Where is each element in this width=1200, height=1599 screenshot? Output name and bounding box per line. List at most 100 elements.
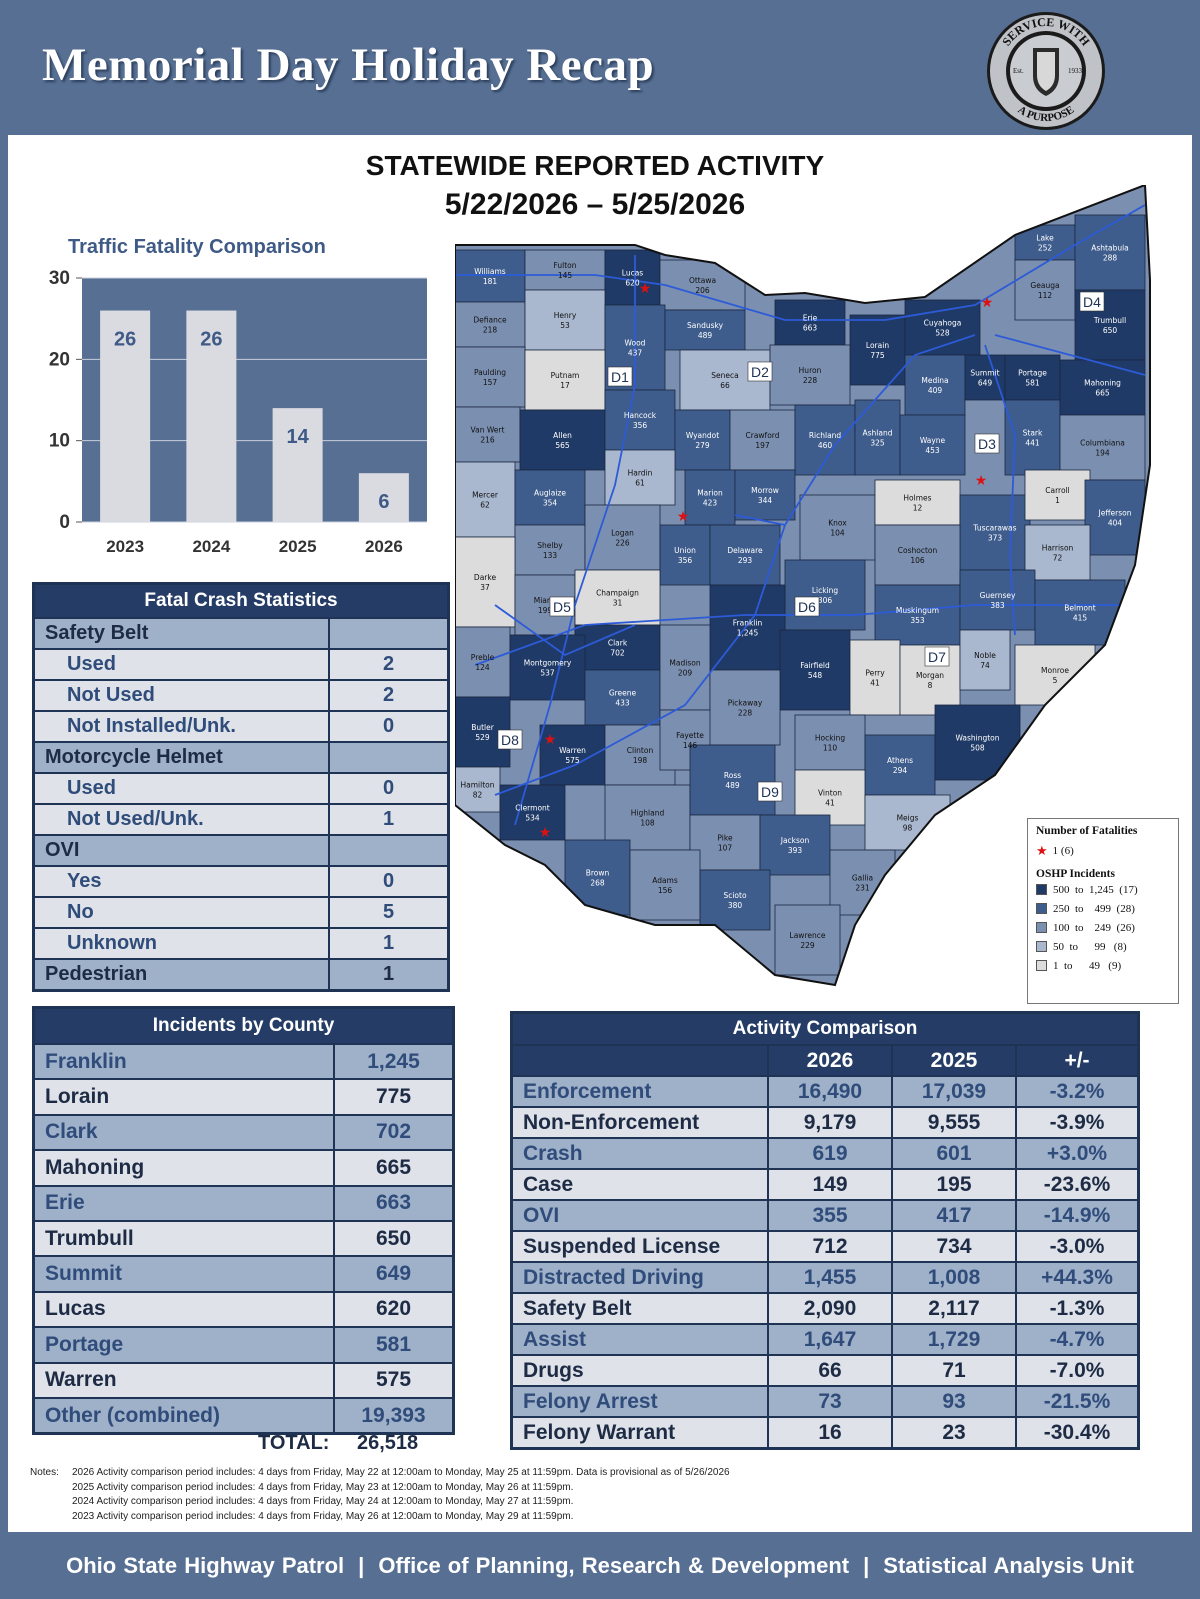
fatal-stat-label: Used [35, 650, 330, 679]
county-value-label: 620 [625, 279, 640, 288]
activity-row: Distracted Driving 1,455 1,008 +44.3% [513, 1261, 1137, 1292]
county-guernsey [959, 569, 1036, 631]
district-label: D1 [611, 369, 629, 385]
county-holmes [874, 479, 961, 526]
county-name-label: Fayette [676, 731, 704, 740]
county-name-label: Jefferson [1098, 509, 1132, 518]
county-value-label: 373 [988, 534, 1003, 543]
fatal-crash-title: Fatal Crash Statistics [35, 585, 447, 617]
county-name-label: Gallia [852, 874, 873, 883]
legend-incidents-title: OSHP Incidents [1036, 868, 1115, 880]
footer-separator: | [863, 1553, 870, 1578]
activity-row: Suspended License 712 734 -3.0% [513, 1230, 1137, 1261]
fatality-star-icon: ★ [639, 280, 652, 296]
county-name-label: Holmes [903, 494, 931, 503]
district-box [549, 596, 575, 617]
county-name-label: Miami [534, 596, 557, 605]
activity-2026: 1,455 [769, 1263, 893, 1292]
county-knox [799, 494, 876, 561]
county-hardin [604, 449, 676, 506]
county-value-label: 293 [738, 556, 753, 565]
county-fulton [524, 249, 606, 291]
activity-label: Enforcement [513, 1077, 769, 1106]
activity-change: -3.9% [1017, 1108, 1137, 1137]
county-value-label: 98 [903, 824, 913, 833]
county-name-label: Putnam [551, 371, 580, 380]
fatal-stat-value: 2 [330, 681, 447, 710]
fatal-stat-value: 0 [330, 867, 447, 896]
county-ross [689, 744, 776, 816]
county-name-label: Van Wert [471, 426, 505, 435]
activity-change: -14.9% [1017, 1201, 1137, 1230]
county-name-label: Butler [471, 723, 495, 732]
legend-range: 250 to 499 (28) [1053, 902, 1135, 915]
county-marion [684, 469, 736, 526]
legend-item: 500 to 1,245 (17) [1036, 880, 1170, 899]
county-geauga [1014, 259, 1076, 321]
county-mahoning [1059, 359, 1146, 416]
county-name-label: Clark [608, 639, 628, 648]
county-value-label: 218 [483, 326, 498, 335]
fatal-stat-value [330, 743, 447, 772]
page-title: Memorial Day Holiday Recap [42, 39, 655, 91]
note-line: 2025 Activity comparison period includes… [72, 1481, 574, 1493]
county-ashtabula [1074, 214, 1146, 291]
county-henry [524, 289, 606, 351]
county-value-label: 279 [695, 441, 710, 450]
county-value-label: 156 [658, 886, 673, 895]
county-value-label: 231 [855, 884, 870, 893]
county-meigs [864, 794, 951, 851]
activity-row: Felony Warrant 16 23 -30.4% [513, 1416, 1137, 1447]
county-scioto [699, 869, 771, 931]
county-value-label: 41 [870, 679, 880, 688]
fatal-stat-row: Pedestrian 1 [35, 958, 447, 989]
county-name-label: Portage [1018, 369, 1047, 378]
highway-line [734, 514, 786, 526]
county-name-label: Hancock [624, 411, 657, 420]
county-name-label: Mercer [472, 491, 499, 500]
county-name-label: Morgan [916, 671, 944, 680]
district-box [974, 433, 1000, 454]
fatal-stat-row: OVI [35, 834, 447, 865]
county-incidents: 620 [335, 1292, 452, 1327]
county-name: Summit [35, 1257, 335, 1291]
activity-2025: 9,555 [893, 1108, 1017, 1137]
county-name-label: Allen [553, 431, 572, 440]
x-tick-label: 2024 [192, 537, 230, 556]
bar-2023 [100, 310, 151, 522]
county-name-label: Perry [865, 669, 885, 678]
county-name-label: Washington [955, 734, 999, 743]
activity-2025: 1,729 [893, 1325, 1017, 1354]
county-value-label: 460 [818, 441, 833, 450]
legend-item: 50 to 99 (8) [1036, 937, 1170, 956]
county-name-label: Darke [474, 573, 497, 582]
county-hamilton [455, 766, 501, 813]
bar-value-label: 26 [114, 329, 136, 351]
activity-2025: 417 [893, 1201, 1017, 1230]
bar-2026 [358, 473, 409, 522]
county-name-label: Athens [887, 756, 913, 765]
county-value-label: 181 [483, 277, 498, 286]
county-value-label: 353 [910, 616, 925, 625]
county-value-label: 453 [925, 446, 940, 455]
fatal-stat-value [330, 836, 447, 865]
note-line: 2026 Activity comparison period includes… [72, 1467, 730, 1478]
fatal-stat-value: 1 [330, 960, 447, 989]
patrol-seal-icon: SERVICE WITH A PURPOSE Est. 1933 [987, 12, 1105, 130]
county-montgomery [509, 634, 586, 701]
activity-2025: 17,039 [893, 1077, 1017, 1106]
activity-2026: 1,647 [769, 1325, 893, 1354]
legend-swatch [1036, 941, 1047, 952]
county-row: Warren 575 [35, 1361, 452, 1397]
notes-label: Notes: [30, 1467, 59, 1478]
fatality-star-icon: ★ [677, 508, 690, 524]
county-name-label: Auglaize [534, 489, 566, 498]
state-outline [455, 185, 1151, 987]
county-ottawa [659, 259, 746, 311]
county-medina [904, 354, 966, 416]
county-name-label: Clinton [627, 746, 654, 755]
county-name-label: Summit [970, 369, 999, 378]
fatal-section-label: OVI [35, 836, 330, 865]
county-name: Lorain [35, 1080, 335, 1114]
